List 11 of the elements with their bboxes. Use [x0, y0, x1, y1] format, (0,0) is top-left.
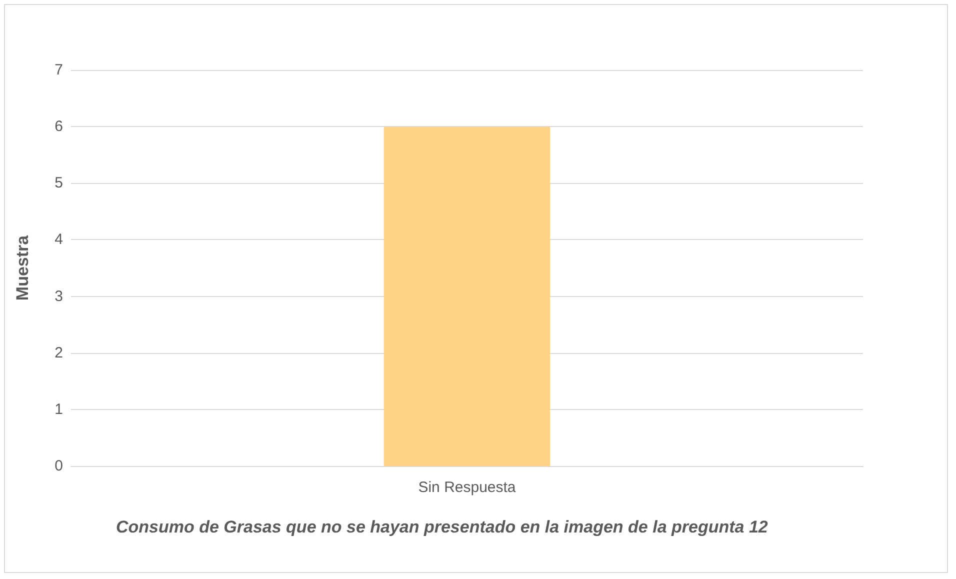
y-tick-label: 1: [54, 400, 63, 418]
y-tick-label: 0: [54, 458, 63, 474]
y-tick-label: 3: [54, 288, 63, 305]
y-tick-label: 6: [54, 118, 63, 136]
y-tick-label: 5: [54, 174, 63, 192]
x-tick-label: Sin Respuesta: [418, 479, 516, 496]
y-tick-label: 7: [54, 62, 63, 78]
y-tick-label: 2: [54, 344, 63, 362]
x-axis-title: Consumo de Grasas que no se hayan presentado en la imagen de la pregunta 12: [116, 518, 768, 536]
y-axis-title: Muestra: [13, 234, 32, 301]
y-tick-label: 4: [54, 231, 63, 248]
